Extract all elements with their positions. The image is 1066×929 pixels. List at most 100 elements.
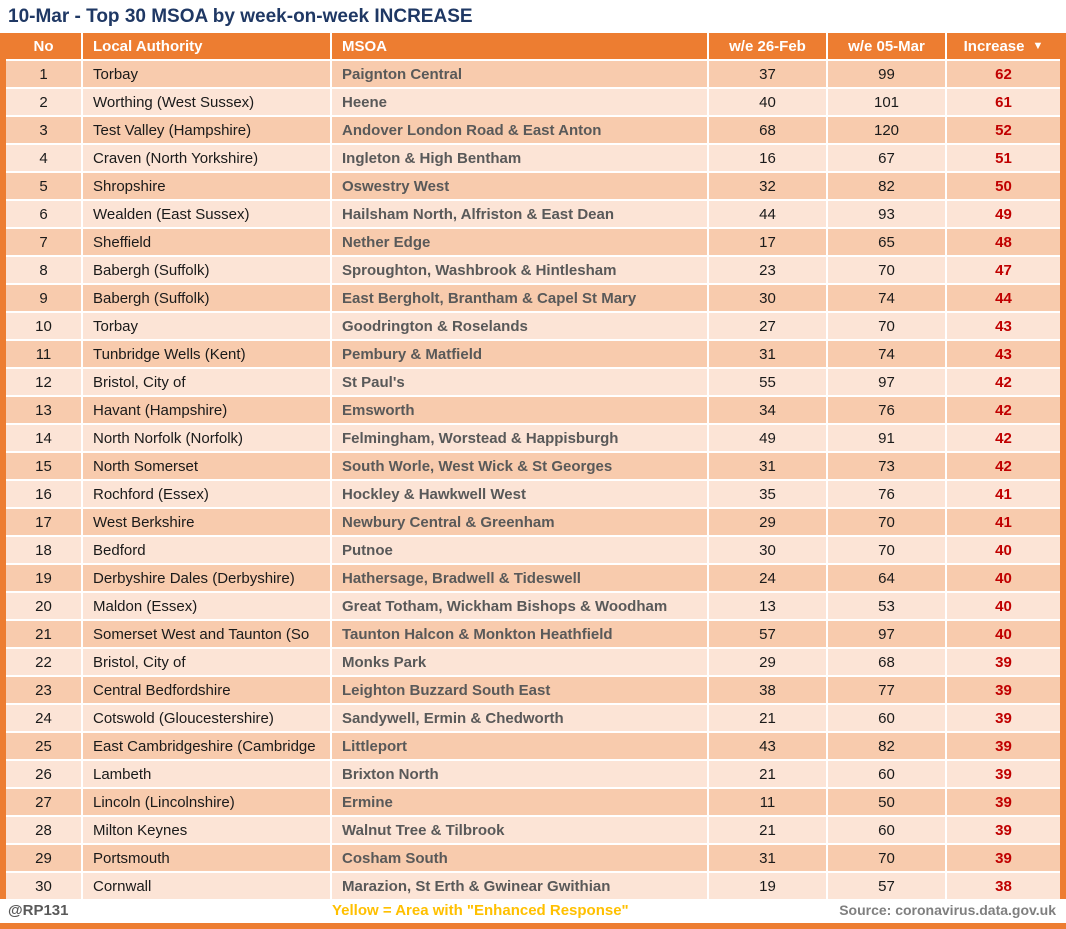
author-handle: @RP131 bbox=[8, 901, 69, 919]
cell-local-authority: Lincoln (Lincolnshire) bbox=[83, 789, 330, 815]
cell-local-authority: Central Bedfordshire bbox=[83, 677, 330, 703]
cell-local-authority: Worthing (West Sussex) bbox=[83, 89, 330, 115]
cell-increase: 39 bbox=[947, 845, 1060, 871]
cell-we-26-feb: 43 bbox=[709, 733, 826, 759]
column-header-we-26-feb: w/e 26-Feb bbox=[709, 33, 826, 59]
cell-msoa: Felmingham, Worstead & Happisburgh bbox=[332, 425, 707, 451]
cell-we-05-mar: 65 bbox=[828, 229, 945, 255]
cell-local-authority: Babergh (Suffolk) bbox=[83, 285, 330, 311]
cell-no: 27 bbox=[6, 789, 81, 815]
cell-local-authority: Lambeth bbox=[83, 761, 330, 787]
cell-increase: 42 bbox=[947, 453, 1060, 479]
cell-we-05-mar: 82 bbox=[828, 173, 945, 199]
page-title: 10-Mar - Top 30 MSOA by week-on-week INC… bbox=[8, 6, 473, 27]
cell-we-05-mar: 70 bbox=[828, 509, 945, 535]
column-header-increase: Increase ▼ bbox=[947, 33, 1060, 59]
cell-local-authority: Test Valley (Hampshire) bbox=[83, 117, 330, 143]
cell-msoa: East Bergholt, Brantham & Capel St Mary bbox=[332, 285, 707, 311]
cell-local-authority: Somerset West and Taunton (So bbox=[83, 621, 330, 647]
cell-msoa: Andover London Road & East Anton bbox=[332, 117, 707, 143]
cell-we-26-feb: 34 bbox=[709, 397, 826, 423]
cell-we-05-mar: 76 bbox=[828, 397, 945, 423]
footer: @RP131 Yellow = Area with "Enhanced Resp… bbox=[0, 899, 1066, 921]
cell-msoa: South Worle, West Wick & St Georges bbox=[332, 453, 707, 479]
cell-no: 29 bbox=[6, 845, 81, 871]
cell-we-26-feb: 31 bbox=[709, 341, 826, 367]
cell-local-authority: Torbay bbox=[83, 61, 330, 87]
cell-we-05-mar: 120 bbox=[828, 117, 945, 143]
cell-msoa: Oswestry West bbox=[332, 173, 707, 199]
cell-local-authority: Babergh (Suffolk) bbox=[83, 257, 330, 283]
cell-we-05-mar: 82 bbox=[828, 733, 945, 759]
cell-no: 11 bbox=[6, 341, 81, 367]
cell-we-05-mar: 57 bbox=[828, 873, 945, 899]
cell-we-05-mar: 60 bbox=[828, 761, 945, 787]
cell-msoa: Hailsham North, Alfriston & East Dean bbox=[332, 201, 707, 227]
cell-we-05-mar: 74 bbox=[828, 285, 945, 311]
cell-we-26-feb: 13 bbox=[709, 593, 826, 619]
cell-msoa: Taunton Halcon & Monkton Heathfield bbox=[332, 621, 707, 647]
cell-increase: 42 bbox=[947, 425, 1060, 451]
cell-local-authority: Sheffield bbox=[83, 229, 330, 255]
cell-local-authority: Torbay bbox=[83, 313, 330, 339]
cell-we-26-feb: 24 bbox=[709, 565, 826, 591]
cell-msoa: Hathersage, Bradwell & Tideswell bbox=[332, 565, 707, 591]
cell-increase: 48 bbox=[947, 229, 1060, 255]
cell-we-05-mar: 101 bbox=[828, 89, 945, 115]
cell-no: 19 bbox=[6, 565, 81, 591]
cell-we-26-feb: 55 bbox=[709, 369, 826, 395]
cell-no: 6 bbox=[6, 201, 81, 227]
cell-msoa: Sandywell, Ermin & Chedworth bbox=[332, 705, 707, 731]
cell-we-26-feb: 19 bbox=[709, 873, 826, 899]
cell-we-26-feb: 31 bbox=[709, 845, 826, 871]
cell-no: 17 bbox=[6, 509, 81, 535]
cell-we-26-feb: 23 bbox=[709, 257, 826, 283]
data-source: Source: coronavirus.data.gov.uk bbox=[839, 902, 1056, 918]
cell-no: 22 bbox=[6, 649, 81, 675]
cell-msoa: Ermine bbox=[332, 789, 707, 815]
bottom-accent-bar bbox=[0, 923, 1066, 929]
cell-increase: 50 bbox=[947, 173, 1060, 199]
cell-no: 10 bbox=[6, 313, 81, 339]
cell-we-05-mar: 97 bbox=[828, 621, 945, 647]
cell-we-26-feb: 49 bbox=[709, 425, 826, 451]
cell-we-26-feb: 16 bbox=[709, 145, 826, 171]
cell-we-26-feb: 32 bbox=[709, 173, 826, 199]
cell-local-authority: Derbyshire Dales (Derbyshire) bbox=[83, 565, 330, 591]
cell-no: 30 bbox=[6, 873, 81, 899]
cell-we-26-feb: 44 bbox=[709, 201, 826, 227]
cell-local-authority: Tunbridge Wells (Kent) bbox=[83, 341, 330, 367]
cell-msoa: Littleport bbox=[332, 733, 707, 759]
cell-we-05-mar: 68 bbox=[828, 649, 945, 675]
cell-we-05-mar: 53 bbox=[828, 593, 945, 619]
cell-we-26-feb: 35 bbox=[709, 481, 826, 507]
cell-local-authority: Wealden (East Sussex) bbox=[83, 201, 330, 227]
cell-local-authority: Cornwall bbox=[83, 873, 330, 899]
cell-increase: 49 bbox=[947, 201, 1060, 227]
cell-increase: 39 bbox=[947, 677, 1060, 703]
cell-no: 16 bbox=[6, 481, 81, 507]
cell-msoa: Leighton Buzzard South East bbox=[332, 677, 707, 703]
cell-increase: 42 bbox=[947, 369, 1060, 395]
cell-no: 1 bbox=[6, 61, 81, 87]
cell-no: 14 bbox=[6, 425, 81, 451]
cell-we-05-mar: 64 bbox=[828, 565, 945, 591]
cell-local-authority: Cotswold (Gloucestershire) bbox=[83, 705, 330, 731]
sort-descending-icon[interactable]: ▼ bbox=[1032, 40, 1044, 52]
cell-local-authority: Portsmouth bbox=[83, 845, 330, 871]
cell-we-26-feb: 27 bbox=[709, 313, 826, 339]
cell-no: 20 bbox=[6, 593, 81, 619]
cell-we-05-mar: 99 bbox=[828, 61, 945, 87]
cell-we-26-feb: 31 bbox=[709, 453, 826, 479]
cell-we-05-mar: 76 bbox=[828, 481, 945, 507]
cell-we-26-feb: 21 bbox=[709, 817, 826, 843]
cell-no: 23 bbox=[6, 677, 81, 703]
cell-no: 24 bbox=[6, 705, 81, 731]
cell-increase: 51 bbox=[947, 145, 1060, 171]
cell-increase: 61 bbox=[947, 89, 1060, 115]
cell-we-26-feb: 38 bbox=[709, 677, 826, 703]
cell-increase: 40 bbox=[947, 621, 1060, 647]
cell-no: 26 bbox=[6, 761, 81, 787]
cell-no: 12 bbox=[6, 369, 81, 395]
cell-local-authority: Rochford (Essex) bbox=[83, 481, 330, 507]
